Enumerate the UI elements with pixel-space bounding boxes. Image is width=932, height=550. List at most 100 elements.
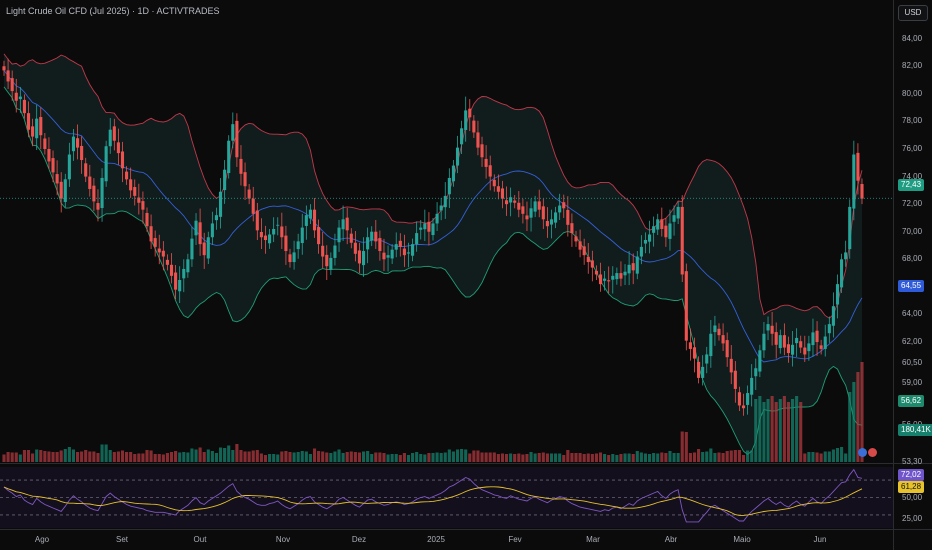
candle (423, 223, 427, 230)
candle (223, 169, 227, 191)
candle (317, 227, 321, 245)
candle (133, 187, 137, 196)
candle (754, 368, 758, 377)
candle (439, 205, 443, 211)
dividend-flag-icon[interactable] (868, 448, 877, 457)
candle (296, 241, 300, 250)
candle (574, 236, 578, 242)
volume-bar (235, 444, 239, 462)
candle (137, 197, 141, 203)
volume-bar (443, 452, 447, 462)
candle (558, 205, 562, 213)
candle (549, 219, 554, 225)
candle (447, 177, 451, 195)
volume-bar (529, 452, 533, 462)
volume-badge: 180,41K (898, 424, 932, 436)
candle (721, 335, 725, 344)
volume-bar (63, 449, 67, 462)
candle (647, 234, 652, 242)
candle (239, 158, 243, 174)
volume-bar (476, 450, 480, 462)
volume-bar (860, 362, 864, 462)
volume-bar (623, 453, 627, 462)
candle (672, 215, 676, 222)
candle (22, 99, 26, 114)
candle (521, 206, 525, 214)
candle (529, 208, 533, 218)
volume-bar (647, 454, 652, 462)
volume-bar (517, 453, 521, 462)
volume-bar (312, 448, 317, 462)
volume-bar (823, 451, 827, 462)
volume-bar (133, 454, 137, 462)
volume-bar (406, 455, 411, 462)
volume-bar (47, 451, 51, 462)
volume-bar (75, 452, 80, 462)
volume-bar (819, 453, 823, 462)
volume-bar (562, 455, 566, 462)
volume-bar (39, 450, 43, 462)
volume-bar (141, 453, 145, 462)
volume-bar (80, 451, 84, 462)
candle (623, 271, 627, 276)
volume-bar (22, 450, 26, 462)
volume-bar (374, 452, 378, 462)
candle (770, 325, 774, 334)
volume-bar (92, 451, 96, 462)
candle (619, 273, 623, 279)
candle (476, 132, 480, 148)
time-tick-label: Abr (664, 535, 678, 544)
volume-bar (243, 451, 247, 462)
volume-bar (259, 453, 263, 462)
volume-bar (398, 455, 402, 462)
candle (504, 200, 509, 205)
volume-bar (639, 452, 643, 462)
candle (308, 209, 312, 219)
candle (713, 325, 717, 333)
candle (692, 347, 697, 359)
candle (292, 252, 296, 263)
candle (394, 244, 398, 250)
event-flag-icon[interactable] (858, 448, 867, 457)
candle (570, 223, 574, 234)
volume-bar (746, 450, 750, 462)
volume-bar (570, 453, 574, 462)
candle (288, 254, 292, 263)
volume-bar (627, 453, 631, 462)
candle (14, 92, 18, 101)
volume-bar (71, 449, 76, 462)
candle (337, 227, 341, 243)
price-tick-label: 74,00 (902, 171, 923, 181)
candle (427, 221, 431, 232)
volume-bar (59, 450, 63, 462)
candle (100, 177, 104, 209)
candle (631, 263, 635, 271)
volume-bar (18, 454, 22, 462)
volume-bar (607, 455, 611, 462)
candle (603, 278, 607, 281)
volume-bar (35, 449, 39, 462)
volume-bar (55, 452, 59, 462)
volume-bar (31, 453, 35, 462)
volume-bar (43, 451, 47, 462)
candle (141, 201, 145, 210)
volume-bar (108, 450, 112, 462)
candle (304, 215, 308, 226)
volume-bar (737, 450, 741, 462)
volume-bar (153, 454, 157, 462)
volume-bar (174, 451, 178, 462)
volume-bar (394, 454, 398, 462)
candle (746, 393, 750, 405)
volume-bar (574, 453, 578, 462)
time-tick-label: Fev (508, 535, 522, 544)
volume-bar (733, 450, 737, 462)
volume-bar (157, 454, 161, 462)
currency-button[interactable]: USD (898, 5, 928, 21)
candle (844, 252, 848, 260)
volume-bar (137, 453, 141, 462)
candle (349, 233, 353, 243)
candle (852, 154, 856, 209)
candle (178, 279, 182, 292)
volume-bar (361, 451, 366, 462)
